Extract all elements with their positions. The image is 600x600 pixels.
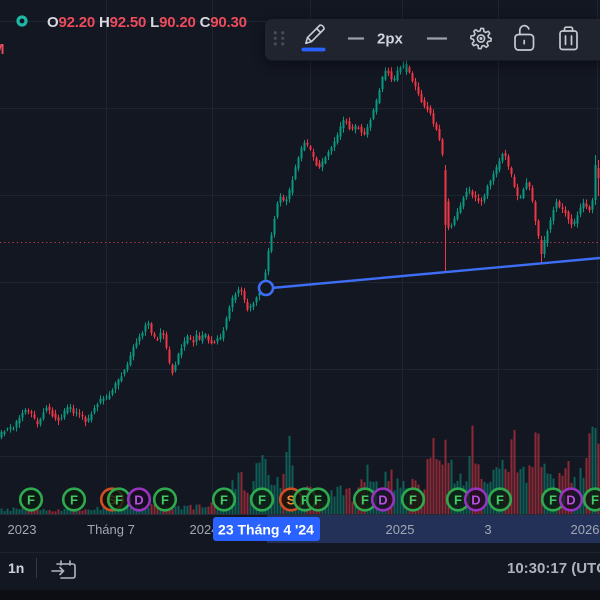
svg-text:2025: 2025 — [386, 522, 415, 537]
svg-text:F: F — [115, 493, 123, 508]
svg-text:D: D — [471, 493, 480, 508]
svg-text:S: S — [287, 493, 296, 508]
svg-text:F: F — [301, 493, 309, 508]
svg-text:F: F — [454, 493, 462, 508]
svg-text:F: F — [549, 493, 557, 508]
svg-text:2024: 2024 — [190, 522, 219, 537]
svg-text:2026: 2026 — [571, 522, 600, 537]
svg-text:F: F — [496, 493, 504, 508]
svg-text:F: F — [220, 493, 228, 508]
svg-text:D: D — [566, 493, 575, 508]
svg-text:F: F — [70, 493, 78, 508]
svg-text:F: F — [361, 493, 369, 508]
svg-text:F: F — [314, 493, 322, 508]
svg-text:D: D — [378, 493, 387, 508]
svg-text:3: 3 — [484, 522, 491, 537]
svg-text:10:30:17 (UTC: 10:30:17 (UTC — [507, 560, 600, 577]
svg-text:F: F — [258, 493, 266, 508]
svg-text:1n: 1n — [8, 560, 24, 576]
svg-text:D: D — [134, 493, 143, 508]
svg-text:F: F — [591, 493, 599, 508]
svg-text:Tháng 7: Tháng 7 — [87, 522, 135, 537]
svg-text:F: F — [161, 493, 169, 508]
svg-text:23 Tháng 4 '24: 23 Tháng 4 '24 — [218, 522, 314, 538]
svg-text:O92.20 H92.50 L90.20 C90.30: O92.20 H92.50 L90.20 C90.30 — [47, 14, 247, 31]
svg-text:2px: 2px — [377, 31, 404, 48]
svg-text:2023: 2023 — [8, 522, 37, 537]
svg-text:M: M — [0, 41, 5, 58]
svg-text:F: F — [409, 493, 417, 508]
svg-text:F: F — [27, 493, 35, 508]
